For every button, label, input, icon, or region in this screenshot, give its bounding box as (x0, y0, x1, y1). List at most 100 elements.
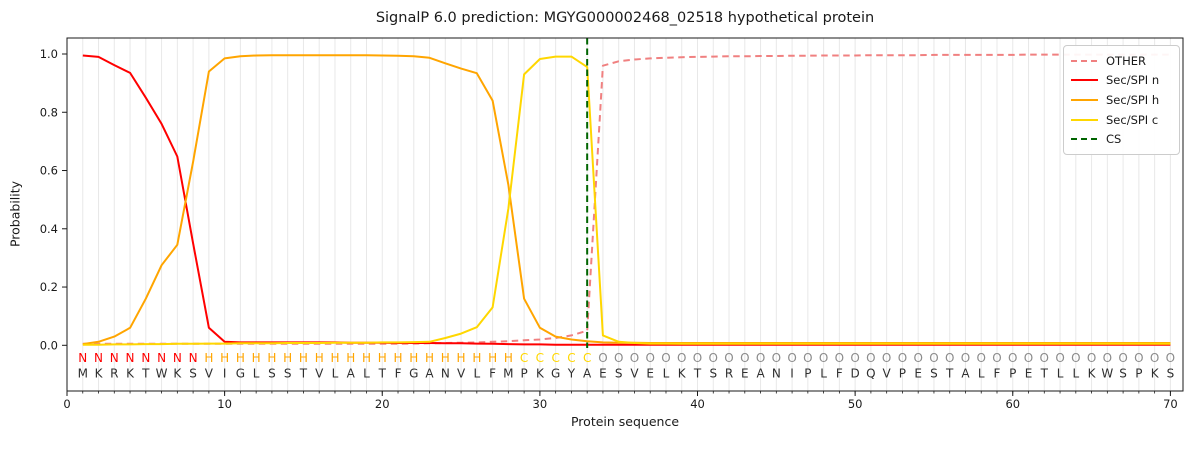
legend-label: CS (1106, 132, 1122, 147)
legend-entry-sec-spi-c: Sec/SPI c (1071, 110, 1173, 130)
legend-label: Sec/SPI h (1106, 92, 1160, 107)
residue-letter: P (804, 367, 811, 381)
region-letter: H (346, 351, 355, 365)
region-letter: H (267, 351, 276, 365)
residue-letter: S (615, 367, 623, 381)
plot-border (66, 37, 1184, 392)
residue-letter: E (741, 367, 749, 381)
legend-label: OTHER (1106, 53, 1146, 68)
residue-letter: K (536, 367, 545, 381)
legend-line-swatch (1071, 138, 1098, 141)
y-tick-label: 0.6 (40, 164, 58, 178)
residue-letter: T (693, 367, 702, 381)
residue-letter: K (1151, 367, 1160, 381)
series-line-sec-spi-h (82, 54, 1171, 346)
residue-letter: V (457, 367, 466, 381)
legend-label: Sec/SPI c (1106, 112, 1159, 127)
region-letter: O (803, 351, 812, 365)
residue-letter: K (126, 367, 135, 381)
region-letter: O (645, 351, 654, 365)
residue-letter: W (156, 367, 168, 381)
region-letter: O (1055, 351, 1064, 365)
residue-letter: P (1135, 367, 1142, 381)
residue-letter: L (332, 367, 339, 381)
region-letter: O (630, 351, 639, 365)
legend-line-swatch (1071, 118, 1098, 121)
series-line-sec-spi-c (82, 55, 1171, 346)
region-letter: H (409, 351, 418, 365)
region-letter: O (1103, 351, 1112, 365)
residue-letter: A (961, 367, 970, 381)
y-tick-label: 0.8 (40, 105, 58, 119)
region-letter: H (378, 351, 387, 365)
x-axis-label: Protein sequence (570, 414, 680, 429)
residue-letter: F (994, 367, 1001, 381)
residue-letter: D (851, 367, 860, 381)
region-letter: H (457, 351, 466, 365)
region-letter: H (362, 351, 371, 365)
residue-letter: G (236, 367, 245, 381)
x-tick-label: 20 (375, 397, 390, 411)
x-tick-label: 60 (1005, 397, 1020, 411)
region-letter: C (567, 351, 575, 365)
legend-line-swatch (1071, 59, 1098, 62)
region-letter: O (961, 351, 970, 365)
y-tick-label: 0.0 (40, 338, 58, 352)
series-line-other (82, 53, 1171, 345)
region-letter: O (1008, 351, 1017, 365)
region-letter: O (992, 351, 1001, 365)
residue-letter: T (1040, 367, 1049, 381)
region-letter: N (141, 351, 150, 365)
residue-letter: F (836, 367, 843, 381)
region-letter: O (835, 351, 844, 365)
region-letter: N (110, 351, 119, 365)
residue-letter: T (299, 367, 308, 381)
region-letter: O (898, 351, 907, 365)
residue-letter: K (678, 367, 687, 381)
residue-letter: K (95, 367, 104, 381)
region-letter: O (866, 351, 875, 365)
region-letter: O (929, 351, 938, 365)
region-letter: O (1166, 351, 1175, 365)
legend-entry-sec-spi-n: Sec/SPI n (1071, 71, 1173, 91)
legend-line-swatch (1071, 98, 1098, 101)
residue-letter: S (1119, 367, 1127, 381)
legend-line-swatch (1071, 79, 1098, 82)
region-letter: H (394, 351, 403, 365)
legend-entry-sec-spi-h: Sec/SPI h (1071, 90, 1173, 110)
residue-letter: I (223, 367, 227, 381)
region-letter: O (772, 351, 781, 365)
residue-letter: L (363, 367, 370, 381)
region-letter: H (488, 351, 497, 365)
x-tick-label: 0 (63, 397, 70, 411)
residue-letter: A (347, 367, 356, 381)
region-letter: O (819, 351, 828, 365)
residue-letter: S (930, 367, 938, 381)
residue-letter: N (772, 367, 781, 381)
region-letter: O (945, 351, 954, 365)
region-letter: H (204, 351, 213, 365)
residue-letter: L (1057, 367, 1064, 381)
residue-letter: L (253, 367, 260, 381)
region-letter: O (693, 351, 702, 365)
y-tick-label: 0.4 (40, 222, 58, 236)
region-letter: O (787, 351, 796, 365)
region-letter: H (252, 351, 261, 365)
x-tick-label: 40 (690, 397, 705, 411)
residue-letter: F (395, 367, 402, 381)
residue-letter: A (583, 367, 592, 381)
region-letter: N (94, 351, 103, 365)
residue-letter: M (503, 367, 513, 381)
residue-letter: W (1101, 367, 1113, 381)
residue-letter: P (520, 367, 527, 381)
residue-letter: T (141, 367, 150, 381)
region-letter: O (740, 351, 749, 365)
residue-letter: V (205, 367, 214, 381)
region-letter: N (126, 351, 135, 365)
residue-letter: K (173, 367, 182, 381)
region-letter: H (330, 351, 339, 365)
region-letter: O (661, 351, 670, 365)
y-tick-label: 0.2 (40, 280, 58, 294)
